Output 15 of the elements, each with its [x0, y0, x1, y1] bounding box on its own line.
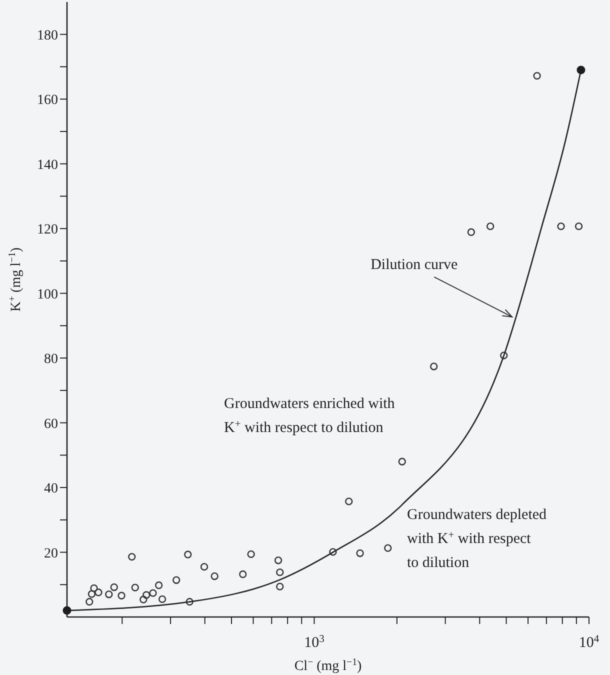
annotation: Groundwaters depleted with K$^{+}$ with respect to dilution — [407, 507, 548, 571]
y-tick-label: 160 — [37, 93, 58, 108]
y-tick-label: 60 — [44, 416, 58, 432]
y-tick-label: 120 — [37, 222, 58, 238]
y-tick-label: 180 — [37, 28, 58, 44]
x-tick-label: 10$^{3}$ — [304, 634, 324, 651]
y-tick-label: 80 — [44, 352, 58, 368]
x-tick-label: 10$^{4}$ — [578, 634, 600, 651]
annotation: Groundwaters enriched with K$^{+}$ with respect to dilution — [224, 396, 396, 436]
annotation: Dilution curve — [370, 256, 458, 273]
y-tick-label: 20 — [44, 546, 58, 562]
y-tick-label: 140 — [37, 158, 58, 173]
x-axis-title: Cl$^{−}$ (mg l$^{−1}$) — [294, 656, 362, 674]
y-tick-label: 40 — [44, 482, 58, 497]
y-tick-label: 100 — [37, 287, 58, 302]
